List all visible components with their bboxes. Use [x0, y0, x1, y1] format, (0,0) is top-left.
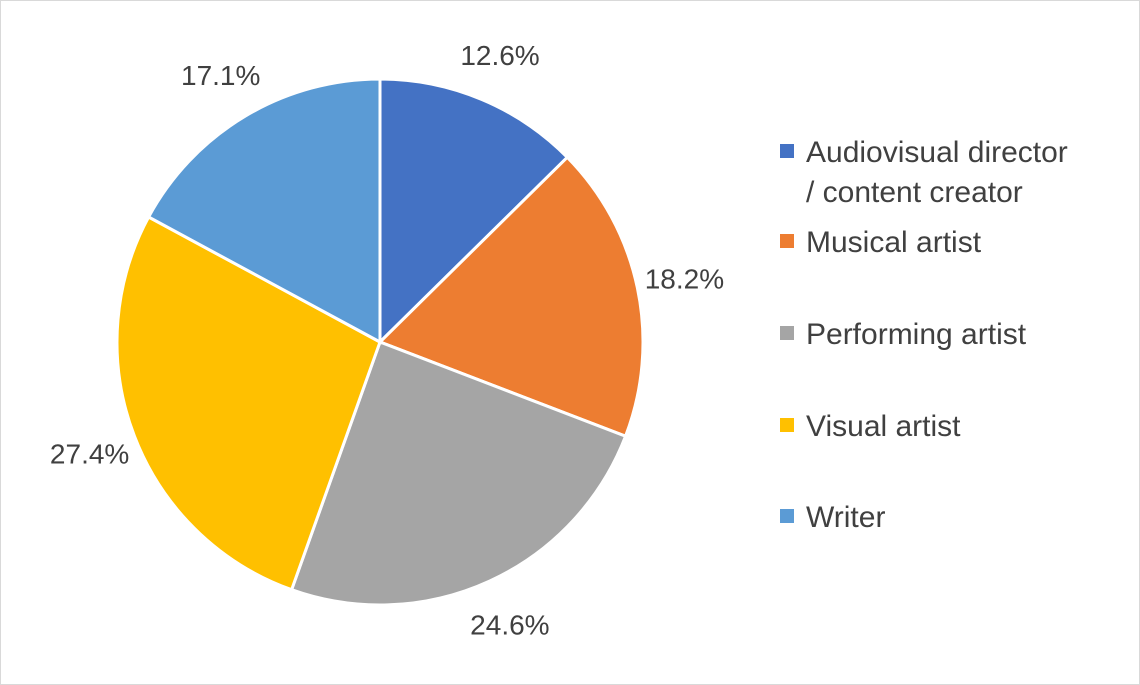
legend-label-5: Writer: [806, 501, 885, 534]
legend-swatch-3: [780, 326, 794, 340]
legend-swatch-2: [780, 234, 794, 248]
legend-swatch-1: [780, 144, 794, 158]
pie-slice-3: [289, 340, 628, 607]
pie-slice-4: [115, 214, 382, 592]
data-label-5: 17.1%: [181, 60, 260, 91]
legend-label-2: Musical artist: [806, 226, 982, 259]
legend-label-4: Visual artist: [806, 410, 961, 443]
legend-label-3: Performing artist: [806, 318, 1027, 351]
legend-label-1-line-1: Audiovisual director: [806, 136, 1068, 169]
legend-label-1-line-2: / content creator: [806, 176, 1023, 209]
data-label-3: 24.6%: [470, 610, 549, 641]
pie-slice-5: [146, 77, 382, 345]
data-labels: 12.6% 18.2% 24.6% 27.4% 17.1%: [50, 40, 724, 640]
legend-swatch-5: [780, 509, 794, 523]
legend-swatch-4: [780, 418, 794, 432]
data-label-2: 18.2%: [645, 263, 724, 294]
data-label-1: 12.6%: [460, 40, 539, 71]
pie-slices: [115, 77, 645, 607]
legend: Audiovisual director / content creator Mus…: [780, 136, 1068, 534]
pie-slice-1: [378, 77, 570, 346]
data-label-4: 27.4%: [50, 438, 129, 469]
